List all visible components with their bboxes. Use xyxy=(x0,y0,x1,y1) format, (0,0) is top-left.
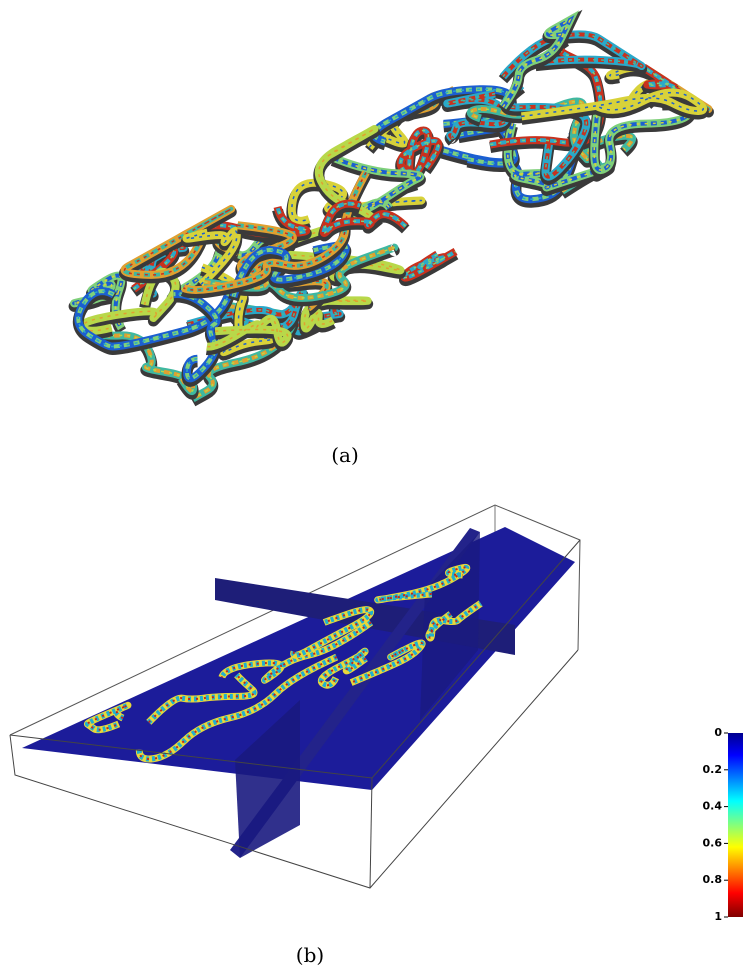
colorbar-tick-label: 0.4 xyxy=(703,800,723,813)
tube-stripe xyxy=(505,84,588,178)
curve-stripe xyxy=(375,564,470,603)
curve-stripe xyxy=(426,601,483,641)
colorbar-ticks: 0 0.2 0.4 0.6 0.8 1 xyxy=(703,726,728,923)
tube-stripe xyxy=(446,92,507,140)
tube-stripe xyxy=(318,128,380,225)
box-edge xyxy=(9,649,579,889)
tube-stripe xyxy=(204,246,395,299)
slice xyxy=(235,700,300,858)
caption-a: (a) xyxy=(331,443,359,467)
slices-curves xyxy=(84,563,483,763)
colorbar-tick-label: 0.8 xyxy=(703,873,723,886)
tube-stripe xyxy=(399,129,440,189)
tube-stripe xyxy=(83,329,194,392)
curve-stripe xyxy=(376,566,468,601)
tube-stripe xyxy=(501,15,575,109)
tube-stripe xyxy=(332,156,422,215)
colorbar-tick-label: 0 xyxy=(714,726,722,739)
colorbar-tick-label: 0.2 xyxy=(703,763,723,776)
tube-stripe xyxy=(123,208,233,276)
tube-stripe xyxy=(173,292,219,381)
slice xyxy=(420,532,480,720)
tube-stripe xyxy=(403,250,456,279)
caption-b: (b) xyxy=(296,943,324,967)
panel-b-render xyxy=(9,504,581,889)
tube-stripe xyxy=(302,298,370,331)
curve-stripe xyxy=(85,702,131,733)
curve-stripe xyxy=(350,641,424,684)
tube-stripe xyxy=(232,244,347,298)
tube-stripe xyxy=(646,82,710,110)
colorbar-tick-label: 0.6 xyxy=(703,836,723,849)
colorbar-tick-label: 1 xyxy=(714,910,722,923)
curve-stripe xyxy=(136,654,338,762)
curve-stripe xyxy=(318,648,368,688)
colorbar xyxy=(728,733,743,917)
tube-stripe xyxy=(192,305,294,400)
box-edge xyxy=(9,504,581,736)
tube-stripe xyxy=(132,206,309,291)
curve-stripe xyxy=(148,674,255,724)
tube-stripe xyxy=(206,317,289,348)
curve-stripe xyxy=(292,608,372,657)
tube-stripe xyxy=(323,202,407,234)
tube-stripe xyxy=(77,290,231,348)
tube-stripe xyxy=(505,122,608,190)
tube-stripe xyxy=(185,230,238,286)
tube-stripe xyxy=(521,90,706,119)
box-edge xyxy=(369,777,373,889)
tube-stripe xyxy=(332,155,423,216)
curve-stripe xyxy=(219,620,373,683)
tube-stripe xyxy=(643,66,701,112)
tube-stripe xyxy=(182,171,367,291)
panel-a-render xyxy=(68,9,714,407)
